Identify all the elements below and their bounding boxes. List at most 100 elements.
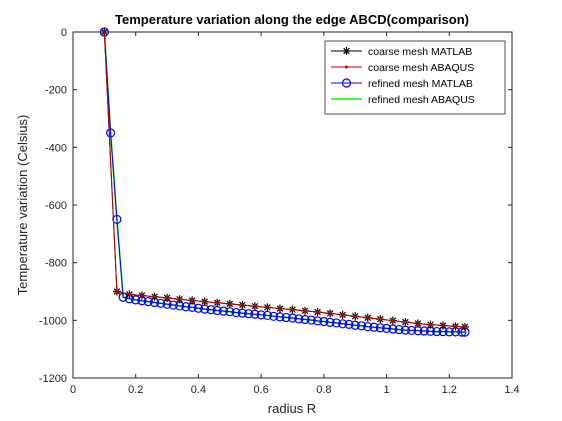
data-point bbox=[356, 321, 367, 331]
data-point bbox=[112, 214, 122, 225]
data-point bbox=[193, 303, 204, 313]
data-point bbox=[441, 324, 445, 328]
x-tick-label: 1 bbox=[384, 384, 390, 396]
data-point bbox=[269, 311, 279, 321]
legend-box bbox=[324, 40, 506, 115]
data-point bbox=[178, 297, 182, 301]
y-axis-label: Temperature variation (Celsius) bbox=[15, 115, 30, 296]
data-point bbox=[419, 326, 429, 336]
data-point bbox=[407, 325, 417, 336]
data-point bbox=[181, 302, 191, 312]
data-point bbox=[325, 317, 335, 327]
y-tick-label: -200 bbox=[45, 85, 67, 97]
data-point bbox=[444, 327, 454, 337]
data-point bbox=[300, 314, 310, 325]
data-point bbox=[457, 327, 467, 337]
data-point bbox=[231, 307, 241, 318]
data-point bbox=[381, 323, 392, 334]
data-point bbox=[127, 292, 131, 296]
y-tick-label: 0 bbox=[61, 27, 67, 39]
data-point bbox=[331, 318, 341, 328]
data-point bbox=[240, 303, 244, 307]
x-tick-label: 0.4 bbox=[191, 384, 206, 396]
data-point bbox=[115, 290, 119, 293]
data-point bbox=[256, 310, 266, 320]
data-point bbox=[454, 324, 458, 328]
y-tick-label: -600 bbox=[45, 200, 67, 212]
data-point bbox=[237, 308, 247, 318]
data-point bbox=[250, 309, 260, 319]
data-point bbox=[206, 305, 216, 315]
data-point bbox=[278, 307, 282, 311]
legend-swatch-marker bbox=[345, 65, 348, 69]
legend-label: refined mesh ABAQUS bbox=[368, 94, 475, 106]
data-point bbox=[275, 312, 285, 322]
data-point bbox=[388, 324, 398, 334]
y-tick-label: -400 bbox=[45, 142, 67, 154]
legend-swatch-marker bbox=[342, 47, 351, 55]
legend-entry: refined mesh ABAQUS bbox=[331, 94, 475, 106]
data-point bbox=[215, 301, 219, 305]
data-point bbox=[369, 322, 379, 332]
data-point bbox=[168, 300, 178, 310]
data-point bbox=[350, 320, 360, 330]
data-point bbox=[344, 319, 354, 329]
x-axis-label: radius R bbox=[268, 401, 316, 416]
data-point bbox=[106, 128, 116, 138]
y-tick-label: -1200 bbox=[39, 373, 67, 385]
data-point bbox=[353, 314, 357, 318]
legend-entry: coarse mesh MATLAB bbox=[331, 46, 472, 58]
legend: coarse mesh MATLAB coarse mesh ABAQUS refi… bbox=[324, 40, 506, 115]
data-point bbox=[394, 324, 404, 335]
series-layer bbox=[99, 27, 470, 337]
data-point bbox=[306, 315, 316, 325]
x-tick-label: 0 bbox=[70, 384, 76, 396]
data-point bbox=[316, 310, 320, 314]
data-point bbox=[140, 294, 144, 298]
data-point bbox=[131, 295, 141, 305]
data-point bbox=[416, 322, 420, 326]
y-tick-label: -800 bbox=[45, 258, 67, 270]
data-point bbox=[341, 313, 345, 317]
legend-label: coarse mesh ABAQUS bbox=[368, 62, 474, 74]
legend-label: coarse mesh MATLAB bbox=[368, 46, 472, 58]
data-point bbox=[366, 316, 370, 320]
data-point bbox=[203, 300, 207, 304]
legend-entry: refined mesh MATLAB bbox=[331, 78, 473, 90]
data-point bbox=[338, 319, 348, 329]
data-point bbox=[165, 296, 169, 300]
data-point bbox=[378, 317, 382, 321]
chart-title: Temperature variation along the edge ABC… bbox=[115, 12, 469, 27]
data-point bbox=[391, 319, 395, 323]
data-point bbox=[262, 310, 273, 321]
x-tick-label: 0.8 bbox=[316, 384, 331, 396]
data-point bbox=[156, 298, 166, 308]
x-tick-label: 0.6 bbox=[253, 384, 268, 396]
data-point bbox=[403, 320, 407, 324]
data-point bbox=[287, 313, 298, 323]
legend-label: refined mesh MATLAB bbox=[368, 78, 473, 90]
legend-entry: coarse mesh ABAQUS bbox=[331, 62, 474, 74]
data-point bbox=[265, 305, 269, 309]
data-point bbox=[281, 312, 291, 323]
data-point bbox=[363, 322, 373, 332]
data-point bbox=[291, 308, 294, 312]
y-tick-label: -1000 bbox=[39, 315, 67, 327]
data-point bbox=[312, 316, 323, 326]
data-point bbox=[428, 323, 432, 327]
data-point bbox=[143, 296, 153, 307]
x-tick-label: 1.2 bbox=[442, 384, 457, 396]
x-tick-label: 1.4 bbox=[504, 384, 519, 396]
data-point bbox=[375, 323, 385, 333]
data-point bbox=[328, 311, 332, 315]
series-coarse-mesh-abaqus bbox=[102, 30, 467, 329]
data-point bbox=[319, 316, 329, 327]
data-point bbox=[218, 306, 229, 316]
data-point bbox=[253, 304, 257, 308]
data-point bbox=[244, 309, 254, 319]
legend-swatch-marker bbox=[341, 78, 352, 88]
data-point bbox=[228, 302, 232, 306]
data-point bbox=[400, 325, 410, 335]
data-point bbox=[463, 325, 467, 329]
